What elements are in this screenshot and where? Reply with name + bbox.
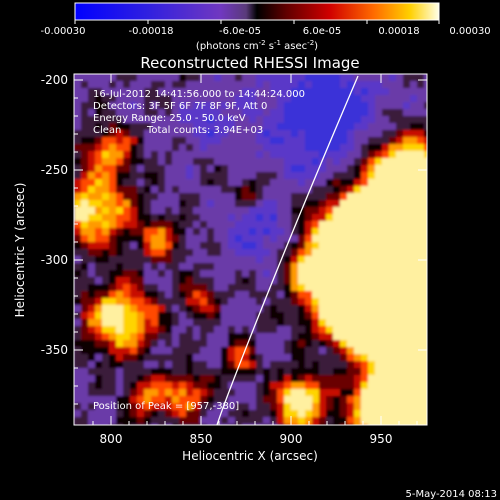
- colorbar-tick: -0.00018: [129, 26, 174, 37]
- colorbar-gradient: [74, 2, 440, 21]
- rhessi-image: [74, 74, 427, 425]
- y-tick-label: -250: [41, 163, 68, 177]
- colorbar-tick: 6.0e-05: [303, 26, 341, 37]
- x-axis-ticks: [92, 74, 418, 425]
- y-tick-label: -350: [41, 343, 68, 357]
- x-axis-label: Heliocentric X (arcsec): [182, 449, 318, 463]
- annotation-time-range: 16-Jul-2012 14:41:56.000 to 14:44:24.000: [93, 89, 305, 100]
- y-tick-label: -300: [41, 253, 68, 267]
- annotation-clean: Clean: [93, 125, 121, 136]
- colorbar-tick: -6.0e-05: [219, 26, 261, 37]
- colorbar-tick: 0.00030: [449, 26, 490, 37]
- x-tick-label: 900: [280, 432, 303, 446]
- plot-timestamp: 5-May-2014 08:13: [405, 489, 497, 500]
- colorbar-tick: 0.00018: [378, 26, 419, 37]
- x-tick-label: 800: [100, 432, 123, 446]
- annotation-detectors: Detectors: 3F 5F 6F 7F 8F 9F, Att 0: [93, 101, 267, 112]
- annotation-energy: Energy Range: 25.0 - 50.0 keV: [93, 113, 246, 124]
- x-tick-label: 850: [190, 432, 213, 446]
- x-tick-label: 950: [370, 432, 393, 446]
- colorbar: -0.00030 -0.00018 -6.0e-05 6.0e-05 0.000…: [41, 2, 491, 52]
- y-axis-ticks: [74, 79, 427, 405]
- peak-position: Position of Peak = [957,-380]: [93, 401, 239, 412]
- plot-title: Reconstructed RHESSI Image: [140, 54, 359, 72]
- annotation-total-counts: Total counts: 3.94E+03: [146, 125, 263, 136]
- colorbar-tick: -0.00030: [41, 26, 86, 37]
- y-axis-label: Heliocentric Y (arcsec): [13, 183, 27, 318]
- y-tick-label: -200: [41, 73, 68, 87]
- solar-limb-line: [216, 75, 359, 425]
- plot-frame: [73, 73, 428, 426]
- annotation-block: 16-Jul-2012 14:41:56.000 to 14:44:24.000…: [93, 89, 305, 136]
- colorbar-units: (photons cm-2 s-1 asec-2): [196, 39, 318, 52]
